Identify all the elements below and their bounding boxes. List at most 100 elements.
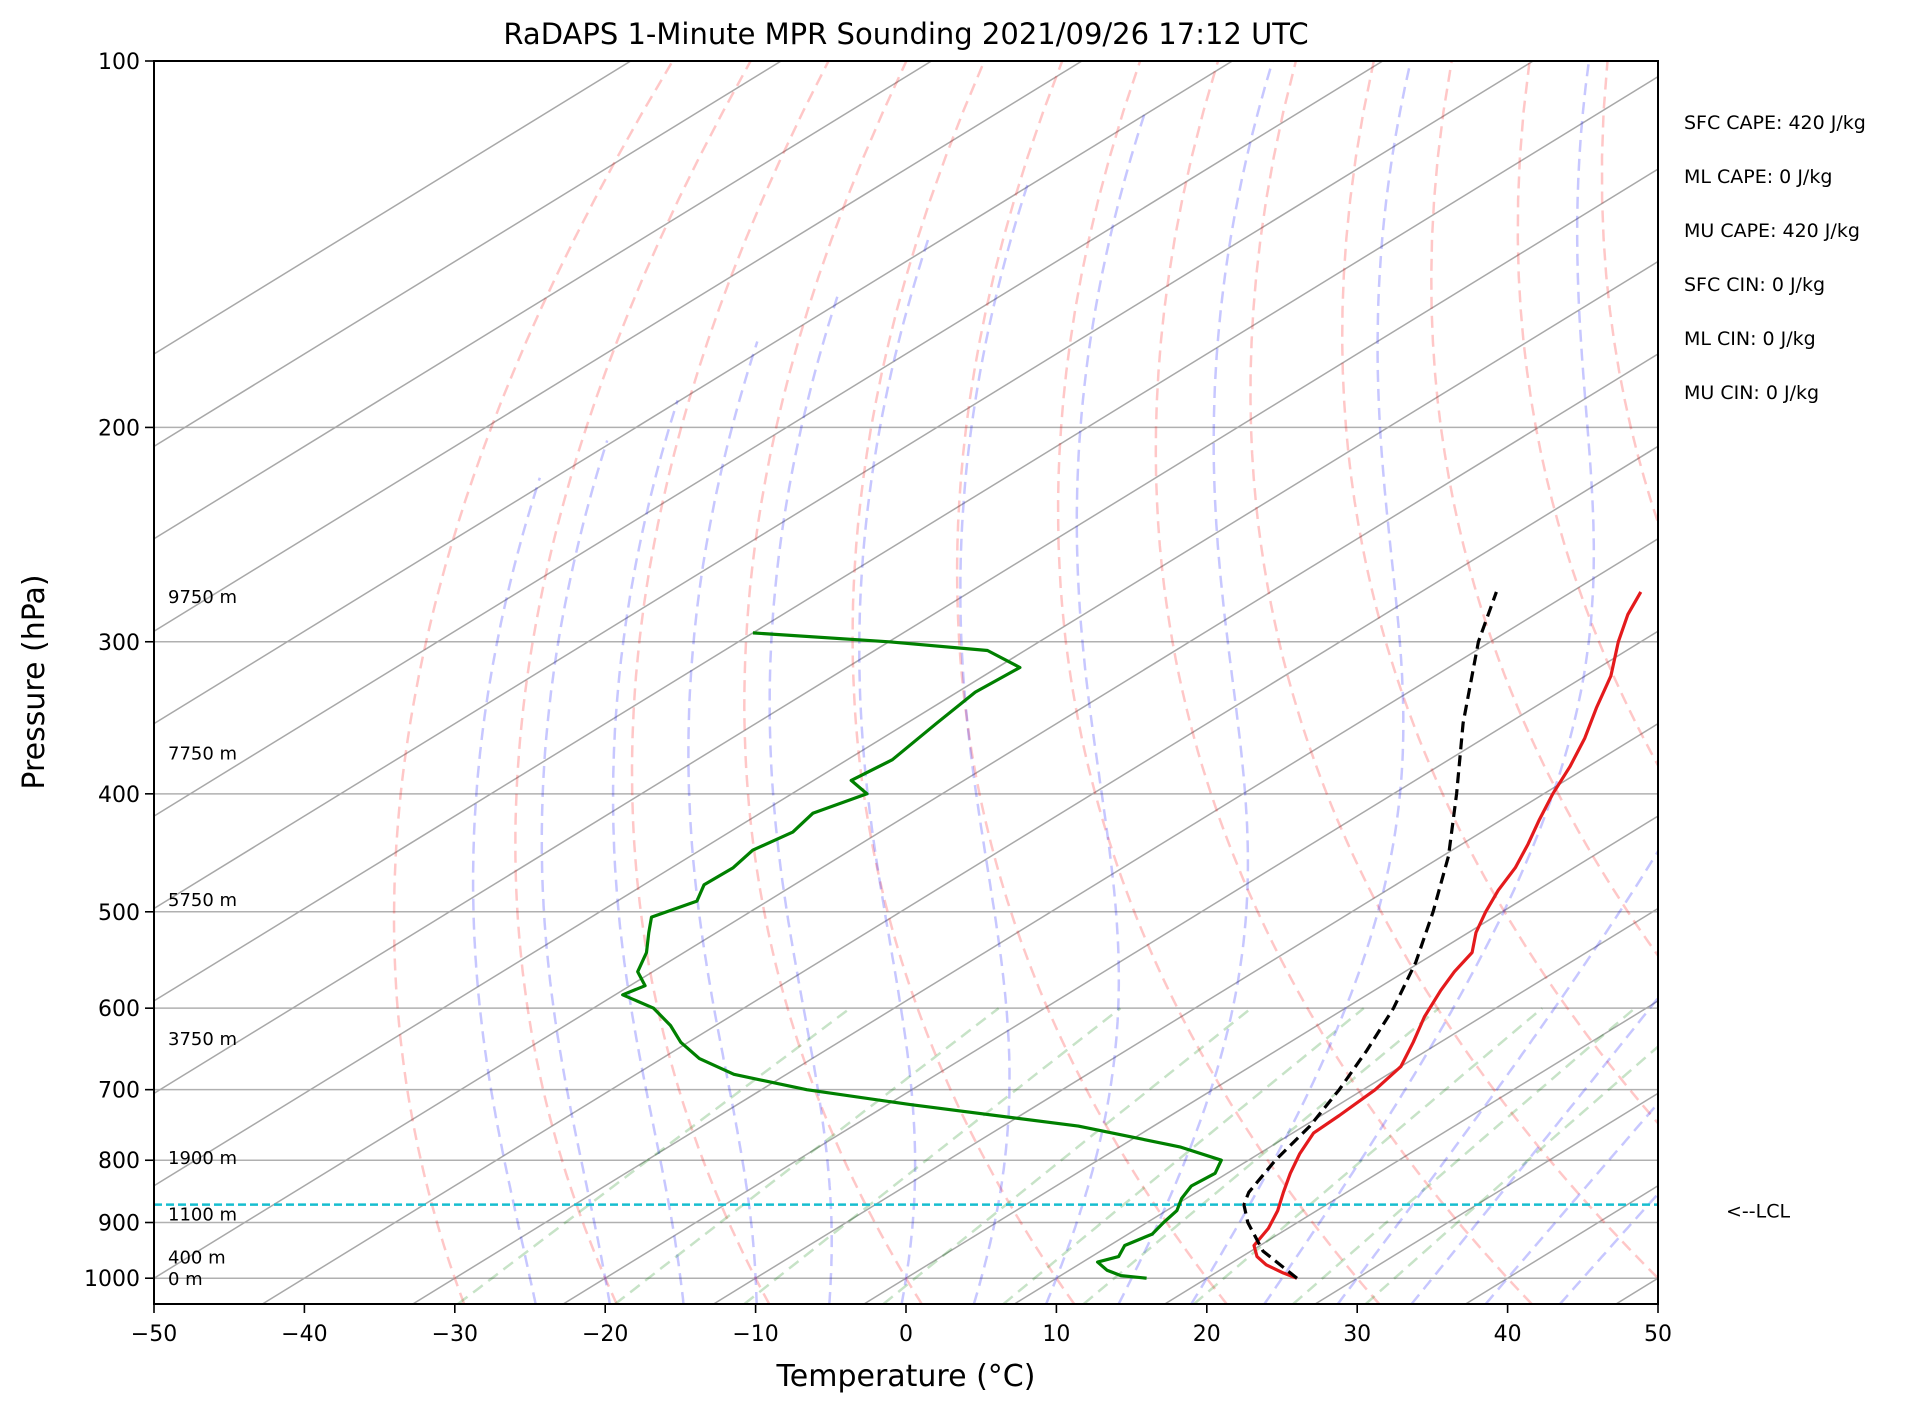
y-tick-label: 900	[98, 1212, 140, 1237]
x-tick-label: −40	[281, 1322, 327, 1347]
isotherm-gridline	[412, 537, 1658, 1304]
x-tick-label: 10	[1042, 1322, 1070, 1347]
isotherm-gridline	[154, 61, 1384, 817]
x-axis: −50 −40 −30 −20 −10 0 10 20 30 40 50	[131, 1304, 1672, 1347]
y-tick-label: 500	[98, 901, 140, 926]
moist-adiabat	[768, 292, 840, 1304]
index-text: ML CIN: 0 J/kg	[1684, 328, 1816, 350]
y-tick-label: 800	[98, 1149, 140, 1174]
y-tick-label: 300	[98, 631, 140, 656]
isotherm-gridline	[262, 445, 1658, 1304]
moist-adiabat	[1190, 61, 1412, 1304]
y-axis-label: Pressure (hPa)	[17, 574, 52, 789]
height-label: 9750 m	[168, 587, 237, 608]
index-text: ML CAPE: 0 J/kg	[1684, 166, 1832, 188]
isotherm-gridline	[154, 168, 1658, 1095]
x-tick-label: 30	[1343, 1322, 1371, 1347]
mixing-ratio-line	[1292, 1007, 1636, 1304]
x-tick-label: 40	[1494, 1322, 1522, 1347]
height-labels: 9750 m 7750 m 5750 m 3750 m 1900 m 1100 m 400 …	[168, 587, 237, 1290]
mixing-ratio-line	[1002, 1007, 1365, 1304]
moist-adiabat	[1559, 1192, 1658, 1304]
isotherm-gridline	[154, 260, 1658, 1187]
isotherm-gridline	[562, 630, 1658, 1304]
moist-adiabat	[540, 440, 612, 1304]
index-text: SFC CIN: 0 J/kg	[1684, 274, 1825, 296]
y-tick-label: 700	[98, 1079, 140, 1104]
dry-adiabat	[955, 61, 1228, 1304]
isotherm-gridline	[154, 61, 632, 355]
moist-adiabat	[611, 399, 685, 1304]
x-tick-label: 20	[1193, 1322, 1221, 1347]
dry-adiabat	[1430, 61, 1658, 958]
x-tick-label: −20	[582, 1322, 628, 1347]
x-tick-label: −50	[131, 1322, 177, 1347]
index-text: MU CAPE: 420 J/kg	[1684, 220, 1860, 242]
y-tick-label: 200	[98, 416, 140, 441]
x-axis-label: Temperature (°C)	[776, 1359, 1036, 1394]
height-label: 5750 m	[168, 890, 237, 911]
height-label: 1100 m	[168, 1205, 237, 1226]
index-text: MU CIN: 0 J/kg	[1684, 382, 1819, 404]
lcl-label: <--LCL	[1726, 1201, 1790, 1223]
height-label: 3750 m	[168, 1029, 237, 1050]
temperature-profile-line	[1252, 591, 1643, 1280]
parcel-profile-line	[1242, 591, 1498, 1280]
chart-title: RaDAPS 1-Minute MPR Sounding 2021/09/26 …	[503, 17, 1308, 51]
isotherm-gridline	[863, 815, 1658, 1304]
y-tick-label: 600	[98, 997, 140, 1022]
height-label: 400 m	[168, 1248, 226, 1269]
isotherm-gridline	[154, 61, 1083, 633]
dry-adiabat	[1154, 61, 1533, 1304]
dry-adiabat	[1516, 61, 1658, 769]
isotherm-gridline	[1164, 1000, 1658, 1304]
mixing-ratio-line	[1082, 1007, 1440, 1304]
dewpoint-profile-line	[621, 631, 1223, 1280]
moist-adiabat	[1044, 111, 1147, 1304]
dry-adiabat	[630, 61, 830, 1304]
isotherm-gridline	[1014, 907, 1658, 1304]
x-tick-label: 50	[1644, 1322, 1672, 1347]
x-tick-label: −30	[432, 1322, 478, 1347]
isotherm-gridline	[154, 353, 1658, 1280]
mixing-ratio-line	[1193, 1007, 1544, 1304]
isotherm-gridline	[154, 61, 782, 448]
height-label: 0 m	[168, 1269, 203, 1290]
mixing-ratio-line	[1364, 1045, 1658, 1304]
isotherm-gridline	[154, 61, 1233, 725]
moist-adiabat	[1263, 61, 1596, 1304]
plot-area	[154, 61, 1658, 1304]
x-tick-label: 0	[899, 1322, 913, 1347]
y-tick-label: 1000	[84, 1267, 140, 1292]
moist-adiabat	[687, 341, 759, 1304]
dry-adiabat	[1056, 61, 1381, 1304]
dry-adiabat	[1340, 61, 1658, 1126]
mixing-ratio-line	[457, 1007, 851, 1304]
mixing-ratio-line	[882, 1007, 1252, 1304]
isotherm-gridline	[713, 722, 1658, 1304]
isotherm-gridline	[154, 75, 1658, 1002]
y-tick-label: 100	[98, 50, 140, 75]
index-text: SFC CAPE: 420 J/kg	[1684, 112, 1866, 134]
lcl-annotation: <--LCL	[1726, 1201, 1790, 1223]
moist-adiabat	[1117, 61, 1274, 1304]
height-label: 1900 m	[168, 1148, 237, 1169]
x-tick-label: −10	[732, 1322, 778, 1347]
dry-adiabat	[743, 61, 923, 1304]
isotherm-gridline	[154, 61, 932, 540]
y-tick-label: 400	[98, 783, 140, 808]
height-label: 7750 m	[168, 744, 237, 765]
dry-adiabat	[1249, 61, 1658, 1280]
dry-adiabat	[392, 61, 674, 1304]
moist-adiabat	[858, 238, 930, 1304]
moist-adiabat	[959, 178, 1031, 1304]
moist-adiabat	[471, 477, 541, 1304]
dry-adiabat	[851, 61, 1076, 1304]
dry-adiabat	[514, 61, 752, 1304]
isotherm-gridline	[1314, 1092, 1658, 1304]
y-axis: 100 200 300 400 500 600 700 800 900 1000	[84, 50, 154, 1292]
mixing-ratio-line	[743, 1007, 1122, 1304]
mixing-ratio-line	[614, 1007, 1000, 1304]
